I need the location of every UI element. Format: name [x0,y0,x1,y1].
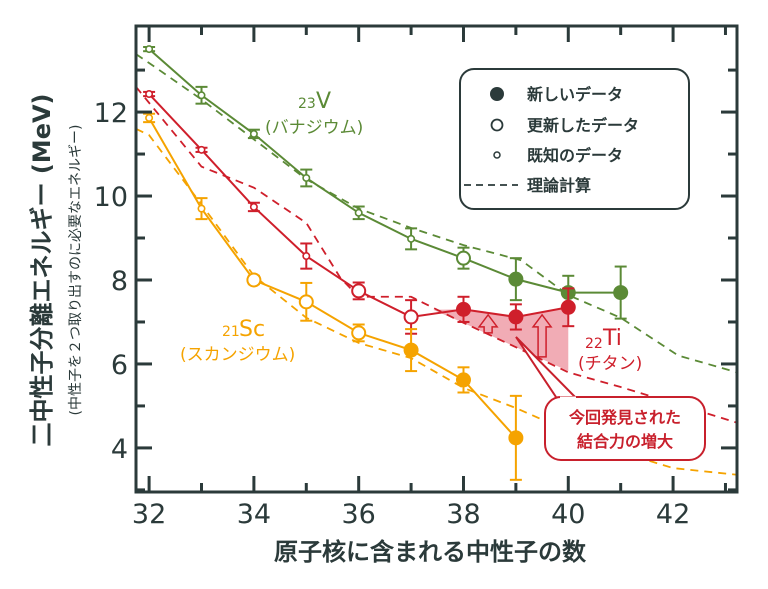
legend-box [459,68,690,210]
plot-frame [134,24,739,494]
legend-marker-filled [490,87,504,101]
data-point-known [197,145,206,154]
callout-pointer [515,336,579,401]
data-point-known [407,234,416,243]
label-vanadium-symbol: V [316,89,331,114]
data-point-known [302,173,311,182]
label-scandium-name: (スカンジウム) [180,345,295,365]
data-point-updated [351,283,367,299]
data-point-new [613,285,629,301]
label-vanadium-mass: 23 [298,96,316,112]
label-titanium-mass: 22 [585,336,603,352]
legend-marker-open [490,118,504,132]
legend: 新しいデータ 更新したデータ 既知のデータ 理論計算 [459,68,690,210]
series-sc [143,112,524,481]
x-tick-label: 34 [237,499,271,530]
x-tick-label: 40 [551,499,585,530]
y-tick-label: 12 [94,98,128,129]
callout-line1: 今回発見された [568,408,681,427]
up-arrow-icon [477,313,499,334]
label-titanium: 22 Ti (チタン) [578,326,642,374]
data-series [143,45,629,481]
data-point-new [508,309,524,325]
data-point-known [302,252,311,261]
up-arrow-icon [531,313,553,358]
label-titanium-symbol: Ti [602,326,622,351]
y-axis-title: 二中性子分離エネルギー (MeV) [28,93,56,446]
data-point-updated [403,309,419,325]
callout-box [544,396,706,461]
label-scandium: 21 Sc (スカンジウム) [180,317,295,365]
legend-label-theory: 理論計算 [527,176,591,195]
y-tick-label: 10 [94,182,128,213]
data-line-v [148,48,621,294]
x-tick-label: 38 [446,499,480,530]
data-point-updated [298,294,314,310]
data-point-new [508,271,524,287]
axes: 32 34 36 38 40 42 4 6 8 10 12 [94,24,739,530]
series-v [143,45,629,320]
data-point-new [455,301,471,317]
data-point-known [249,129,258,138]
callout-line2: 結合力の増大 [577,432,673,451]
theory-line-ti [135,86,738,424]
x-tick-label: 32 [132,499,166,530]
label-scandium-mass: 21 [222,324,240,340]
y-axis-subtitle: (中性子を２つ取り出すのに必要なエネルギー) [68,125,84,416]
data-point-new [455,372,471,388]
data-point-known [249,202,258,211]
label-vanadium: 23 V (バナジウム) [265,89,363,138]
data-point-known [145,45,154,54]
data-point-updated [351,325,367,341]
label-scandium-symbol: Sc [239,317,265,342]
y-tick-label: 6 [111,350,128,381]
data-line-sc [148,117,517,439]
data-point-known [145,90,154,99]
data-point-known [197,204,206,213]
legend-label-updated: 更新したデータ [527,116,639,135]
x-tick-label: 36 [342,499,376,530]
callout: 今回発見された 結合力の増大 [515,336,706,461]
data-point-known [354,208,363,217]
y-tick-label: 8 [111,266,128,297]
data-point-known [145,113,154,122]
y-tick-label: 4 [111,434,128,465]
x-axis-title: 原子核に含まれる中性子の数 [274,538,587,566]
label-vanadium-name: (バナジウム) [265,118,363,138]
legend-label-known: 既知のデータ [527,146,623,165]
x-tick-label: 42 [656,499,690,530]
data-point-updated [246,272,262,288]
series-ti [143,90,576,335]
legend-label-new: 新しいデータ [527,85,623,104]
label-titanium-name: (チタン) [578,354,642,374]
data-point-new [560,299,576,315]
data-point-new [508,430,524,446]
data-point-updated [455,250,471,266]
data-point-known [197,91,206,100]
data-point-new [403,342,419,358]
legend-marker-small [493,151,501,159]
